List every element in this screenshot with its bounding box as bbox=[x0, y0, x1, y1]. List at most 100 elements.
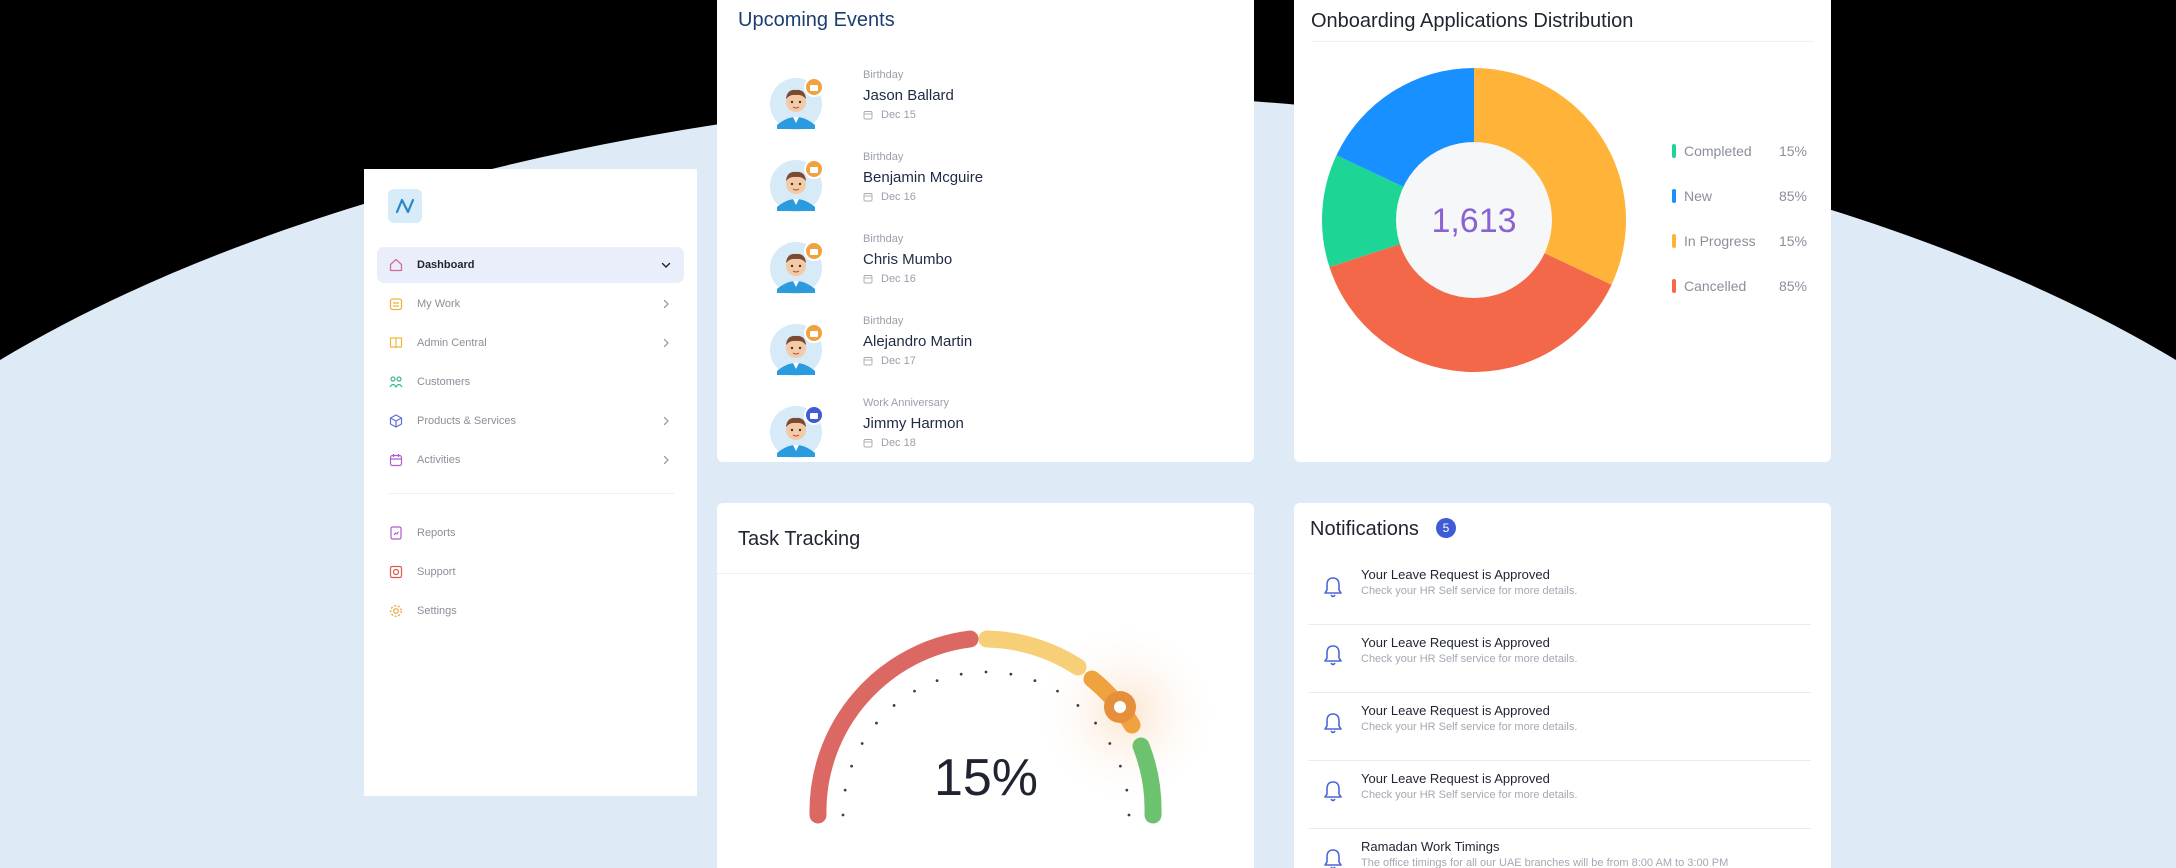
upcoming-events-card: Upcoming Events Birthday Jason Ballard Dec… bbox=[717, 0, 1254, 462]
card-title: Onboarding Applications Distribution bbox=[1311, 10, 1634, 32]
sidebar-item-dashboard[interactable]: Dashboard bbox=[377, 247, 684, 283]
notification-title: Your Leave Request is Approved bbox=[1361, 703, 1550, 718]
notification-subtitle: Check your HR Self service for more deta… bbox=[1361, 585, 1578, 597]
event-type: Birthday bbox=[863, 69, 904, 81]
card-title: Task Tracking bbox=[738, 528, 861, 550]
bell-icon bbox=[1324, 577, 1342, 598]
legend-item[interactable]: New 85% bbox=[1672, 186, 1807, 206]
sidebar-item-label: Activities bbox=[417, 454, 461, 466]
legend-item[interactable]: Completed 15% bbox=[1672, 141, 1807, 161]
sidebar-item-label: Products & Services bbox=[417, 415, 517, 427]
notification-title: Your Leave Request is Approved bbox=[1361, 567, 1550, 582]
notifications-card: Notifications 5 Your Leave Request is Ap… bbox=[1294, 503, 1831, 868]
sidebar-item-settings[interactable]: Settings bbox=[377, 593, 684, 629]
legend-label: New bbox=[1684, 188, 1713, 204]
book-icon bbox=[387, 334, 405, 352]
notification-title: Your Leave Request is Approved bbox=[1361, 635, 1550, 650]
calendar-icon bbox=[863, 111, 873, 120]
event-type: Work Anniversary bbox=[863, 397, 949, 409]
event-name[interactable]: Jimmy Harmon bbox=[863, 415, 964, 432]
gauge-tick bbox=[1009, 672, 1013, 676]
sidebar-item-customers[interactable]: Customers bbox=[377, 364, 684, 400]
gauge-tick bbox=[892, 704, 896, 707]
event-name[interactable]: Benjamin Mcguire bbox=[863, 169, 984, 186]
event-date: Dec 17 bbox=[863, 355, 916, 367]
event-avatar bbox=[769, 239, 824, 294]
sidebar-item-label: My Work bbox=[417, 298, 461, 310]
gauge-tick bbox=[841, 813, 845, 817]
event-type: Birthday bbox=[863, 315, 904, 327]
bell-icon bbox=[1324, 713, 1342, 734]
gauge-chart: 15% bbox=[809, 618, 1222, 824]
chevron-right-icon[interactable] bbox=[658, 296, 674, 312]
notification-item[interactable]: Your Leave Request is Approved Check your… bbox=[1308, 625, 1811, 693]
legend-value: 15% bbox=[1778, 233, 1807, 249]
legend-swatch bbox=[1672, 189, 1676, 203]
gauge-tick bbox=[984, 670, 988, 674]
sidebar: Dashboard My Work Admin Central Customer… bbox=[364, 169, 697, 796]
support-icon bbox=[387, 563, 405, 581]
distribution-card: Onboarding Applications Distribution 1,6… bbox=[1294, 0, 1831, 462]
event-name[interactable]: Chris Mumbo bbox=[863, 251, 953, 268]
notification-subtitle: The office timings for all our UAE branc… bbox=[1361, 857, 1729, 868]
notification-item[interactable]: Your Leave Request is Approved Check your… bbox=[1308, 693, 1811, 761]
legend-value: 85% bbox=[1778, 278, 1807, 294]
sidebar-item-products-services[interactable]: Products & Services bbox=[377, 403, 684, 439]
notification-item[interactable]: Your Leave Request is Approved Check your… bbox=[1308, 557, 1811, 625]
event-date: Dec 15 bbox=[863, 109, 916, 121]
gauge-tick bbox=[1108, 742, 1112, 745]
notification-item[interactable]: Your Leave Request is Approved Check your… bbox=[1308, 761, 1811, 829]
sidebar-item-label: Dashboard bbox=[417, 259, 475, 271]
event-name[interactable]: Alejandro Martin bbox=[863, 333, 973, 350]
legend-item[interactable]: Cancelled 85% bbox=[1672, 276, 1807, 296]
legend-label: In Progress bbox=[1684, 233, 1756, 249]
donut-total: 1,613 bbox=[1431, 202, 1516, 240]
donut-chart: 1,613 bbox=[1322, 67, 1626, 373]
task-tracking-card: Task Tracking 15% bbox=[717, 503, 1254, 868]
notification-subtitle: Check your HR Self service for more deta… bbox=[1361, 789, 1578, 801]
gauge-tick bbox=[1076, 704, 1080, 707]
legend-label: Cancelled bbox=[1684, 278, 1747, 294]
legend-item[interactable]: In Progress 15% bbox=[1672, 231, 1807, 251]
legend-swatch bbox=[1672, 279, 1676, 293]
bell-icon bbox=[1324, 849, 1342, 868]
calendar-icon bbox=[387, 451, 405, 469]
gauge-tick bbox=[875, 721, 878, 725]
gauge-tick bbox=[850, 764, 854, 768]
calendar-icon bbox=[863, 357, 873, 366]
bell-icon bbox=[1324, 781, 1342, 802]
sidebar-item-reports[interactable]: Reports bbox=[377, 515, 684, 551]
chevron-right-icon[interactable] bbox=[658, 452, 674, 468]
gauge-tick bbox=[1056, 689, 1059, 693]
sidebar-item-label: Reports bbox=[417, 527, 456, 539]
event-name[interactable]: Jason Ballard bbox=[863, 87, 954, 104]
gauge-tick bbox=[1094, 721, 1097, 725]
notification-subtitle: Check your HR Self service for more deta… bbox=[1361, 653, 1578, 665]
briefcase-icon bbox=[387, 295, 405, 313]
logo-icon bbox=[395, 198, 415, 214]
card-title: Notifications bbox=[1310, 518, 1419, 540]
event-avatar bbox=[769, 403, 824, 458]
gauge-tick bbox=[1118, 764, 1122, 768]
gauge-segment-top bbox=[1132, 737, 1162, 824]
sidebar-item-label: Settings bbox=[417, 605, 457, 617]
app-logo[interactable] bbox=[388, 189, 422, 223]
chevron-right-icon[interactable] bbox=[658, 413, 674, 429]
sidebar-item-support[interactable]: Support bbox=[377, 554, 684, 590]
calendar-icon bbox=[863, 439, 873, 448]
gauge-segment-low bbox=[809, 630, 979, 824]
gear-icon bbox=[387, 602, 405, 620]
notification-title: Ramadan Work Timings bbox=[1361, 839, 1500, 854]
sidebar-item-my-work[interactable]: My Work bbox=[377, 286, 684, 322]
legend-swatch bbox=[1672, 144, 1676, 158]
notification-item[interactable]: Ramadan Work Timings The office timings f… bbox=[1308, 829, 1811, 868]
gauge-ticks bbox=[841, 670, 1131, 817]
sidebar-item-admin-central[interactable]: Admin Central bbox=[377, 325, 684, 361]
sidebar-item-activities[interactable]: Activities bbox=[377, 442, 684, 478]
card-title: Upcoming Events bbox=[738, 9, 895, 31]
title-divider bbox=[1311, 41, 1814, 42]
chevron-down-icon[interactable] bbox=[658, 257, 674, 273]
gauge-needle-handle[interactable] bbox=[1104, 691, 1136, 723]
chevron-right-icon[interactable] bbox=[658, 335, 674, 351]
gauge-tick bbox=[1125, 788, 1129, 792]
